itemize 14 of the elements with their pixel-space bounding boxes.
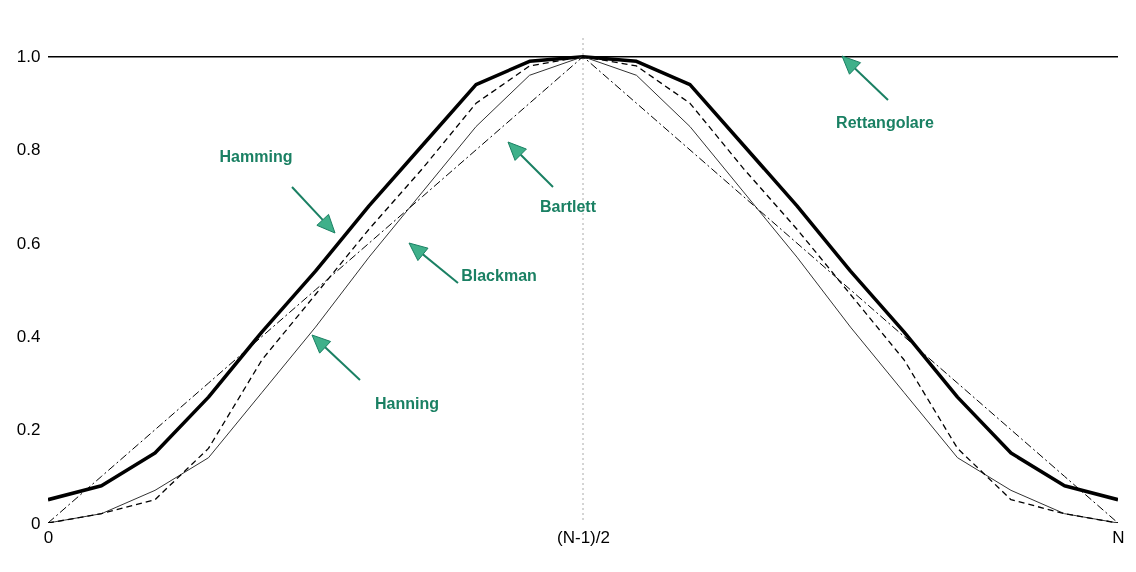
x-tick-label: (N-1)/2 bbox=[557, 527, 610, 547]
y-tick-label: 0 bbox=[31, 513, 41, 533]
x-tick-label: 0 bbox=[43, 527, 54, 547]
annotation: Bartlett bbox=[539, 198, 597, 216]
annotation: Rettangolare bbox=[836, 114, 934, 132]
y-tick-label: 0.2 bbox=[16, 420, 41, 440]
y-tick-label: 0.4 bbox=[16, 326, 41, 346]
y-tick-label: 1.0 bbox=[16, 47, 41, 67]
y-tick-label: 0.6 bbox=[16, 233, 41, 253]
x-tick-label: N bbox=[1112, 527, 1125, 547]
annotation: Blackman bbox=[461, 267, 537, 285]
y-tick-label: 0.8 bbox=[16, 140, 41, 160]
annotation: Hamming bbox=[219, 148, 293, 166]
annotation: Hanning bbox=[375, 395, 439, 413]
